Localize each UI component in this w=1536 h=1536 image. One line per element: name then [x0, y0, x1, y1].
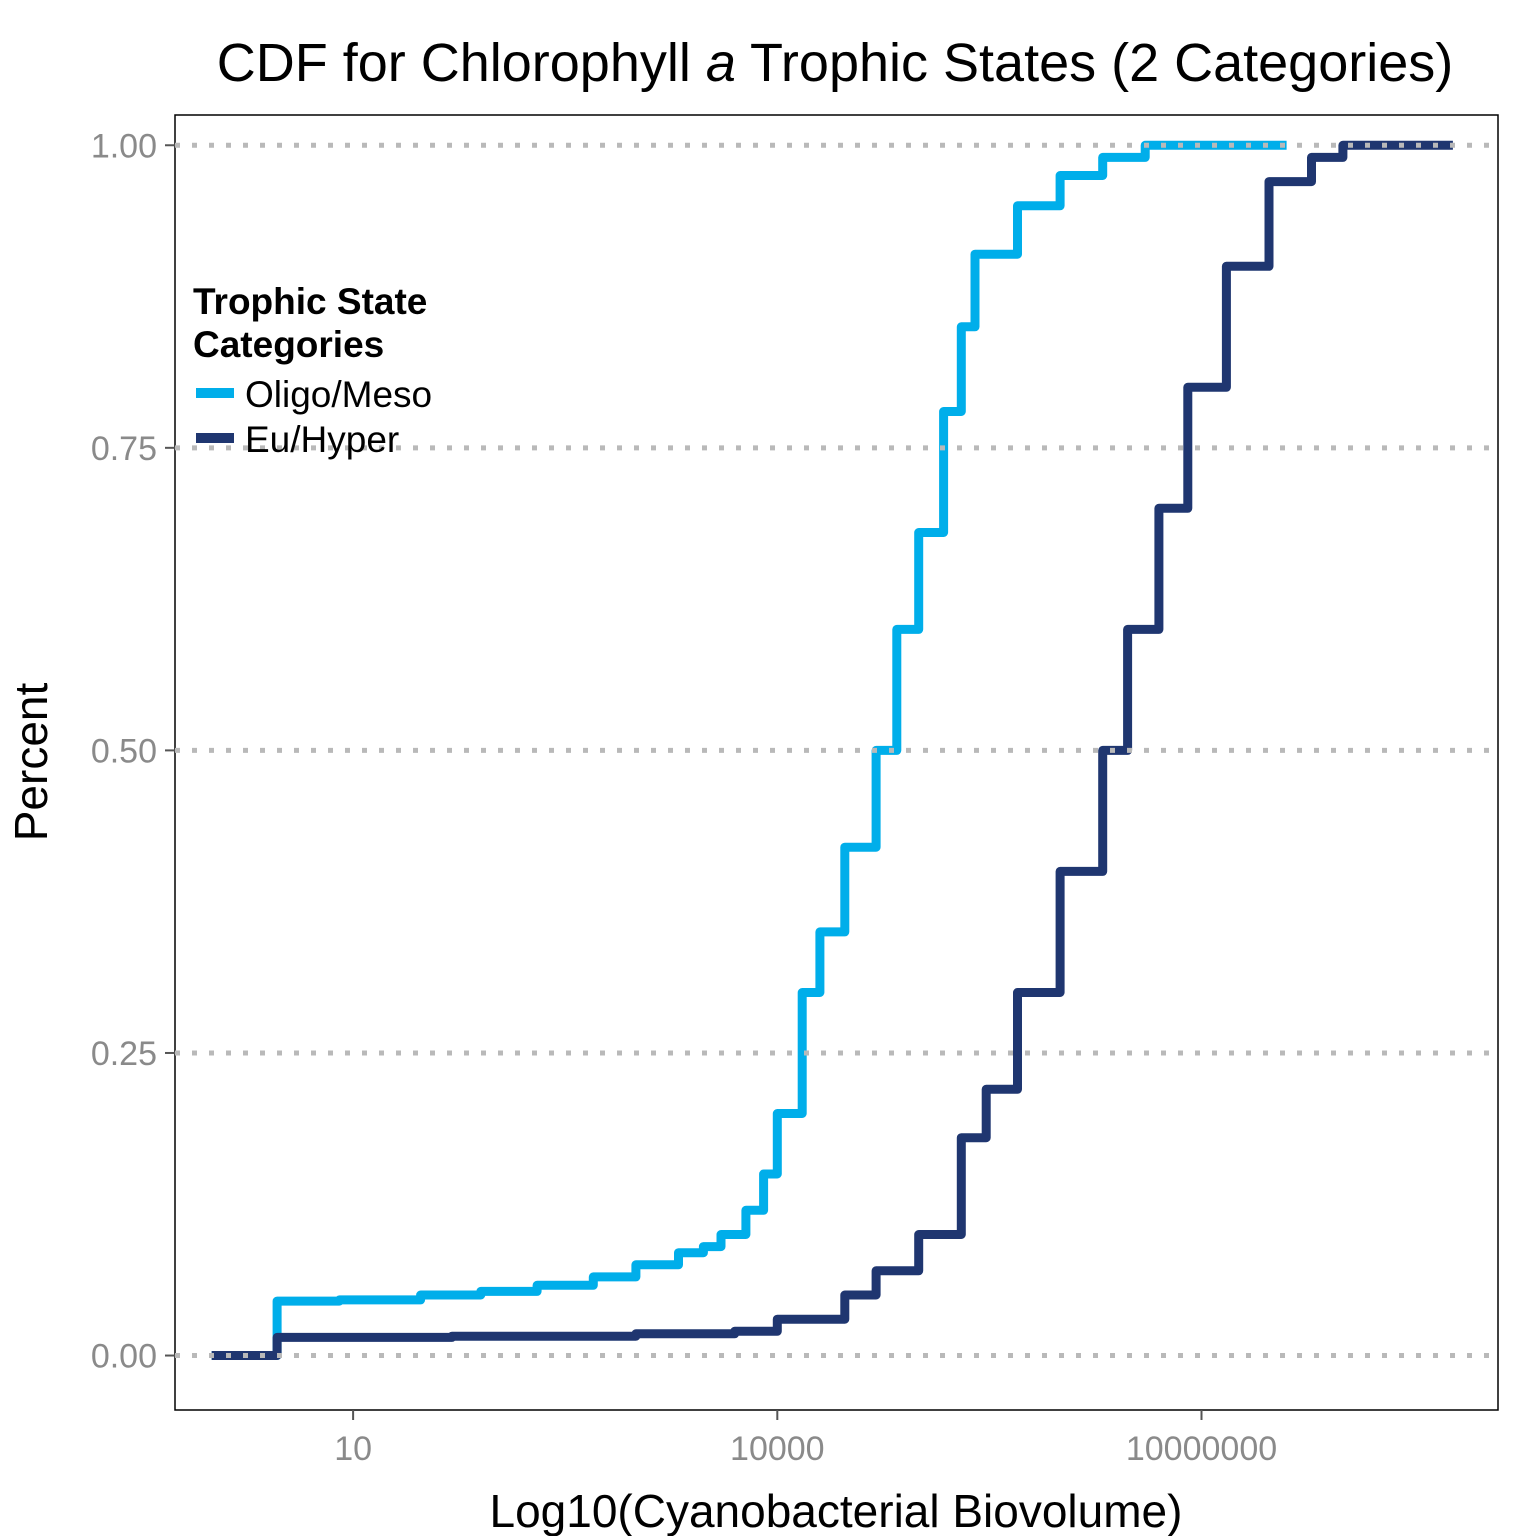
legend-title-line-2: Categories	[193, 324, 384, 365]
legend-label-eu-hyper: Eu/Hyper	[245, 419, 399, 460]
plot-panel	[174, 114, 1499, 1411]
chart-title-part-1: CDF for Chlorophyll	[217, 33, 706, 93]
x-tick-label-0: 10	[334, 1430, 372, 1468]
legend-title-line-1: Trophic State	[193, 281, 427, 322]
y-tick-label-1: 0.25	[91, 1035, 157, 1073]
legend: Trophic State Categories Oligo/Meso Eu/H…	[193, 281, 432, 460]
legend-label-oligo-meso: Oligo/Meso	[245, 374, 432, 415]
y-tick-label-2: 0.50	[91, 732, 157, 770]
y-axis-title: Percent	[5, 683, 57, 842]
x-tick-label-1: 10000	[730, 1430, 825, 1468]
chart-title-part-2: Trophic States (2 Categories)	[736, 33, 1453, 93]
chart-title: CDF for Chlorophyll a Trophic States (2 …	[217, 33, 1454, 93]
x-axis-title: Log10(Cyanobacterial Biovolume)	[490, 1485, 1183, 1536]
series-lines	[211, 140, 1453, 1360]
series-line-1	[211, 140, 1453, 1360]
chart-title-italic: a	[706, 33, 736, 93]
y-tick-label-3: 0.75	[91, 430, 157, 468]
y-tick-label-4: 1.00	[91, 127, 157, 165]
y-tick-label-0: 0.00	[91, 1338, 157, 1376]
axes: 0.00 0.25 0.50 0.75 1.00 10 10000 10000000	[91, 127, 1277, 1468]
series-line-0	[211, 140, 1287, 1360]
x-tick-label-2: 10000000	[1126, 1430, 1277, 1468]
